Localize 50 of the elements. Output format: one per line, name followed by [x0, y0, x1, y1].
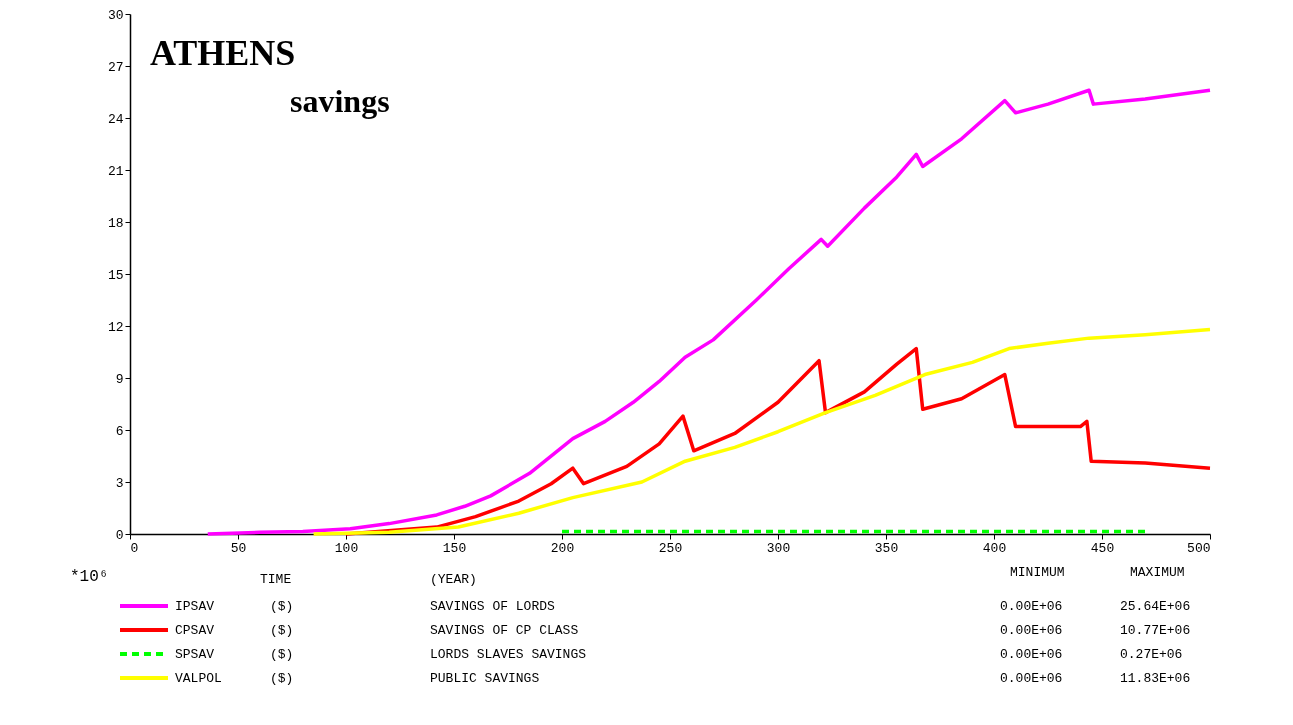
- legend-label: SPSAV: [175, 647, 215, 662]
- text: (YEAR): [430, 572, 477, 587]
- text: 11.83E+06: [1120, 671, 1191, 686]
- x-tick-label: 300: [766, 540, 791, 556]
- text: ($): [270, 623, 294, 638]
- x-tick-label: 100: [334, 540, 359, 556]
- text: SAVINGS OF CP CLASS: [430, 623, 579, 638]
- y-tick-label: 0: [115, 527, 124, 543]
- y-tick-label: 21: [107, 163, 124, 179]
- y-tick-label: 30: [107, 7, 124, 23]
- y-tick-label: 12: [107, 319, 124, 335]
- x-tick-label: 450: [1090, 540, 1115, 556]
- text: PUBLIC SAVINGS: [430, 671, 540, 686]
- text: 10.77E+06: [1120, 623, 1191, 638]
- text: LORDS SLAVES SAVINGS: [430, 647, 587, 662]
- text: ($): [270, 647, 294, 662]
- legend-label: IPSAV: [175, 599, 215, 614]
- y-tick-label: 6: [115, 423, 124, 439]
- text: ATHENS: [150, 33, 296, 73]
- x-tick-label: 250: [658, 540, 683, 556]
- y-tick-label: 9: [115, 371, 124, 387]
- text: ($): [270, 671, 294, 686]
- text: savings: [290, 83, 390, 119]
- text: 25.64E+06: [1120, 599, 1191, 614]
- y-tick-label: 24: [107, 111, 124, 127]
- x-tick-label: 50: [230, 540, 247, 556]
- text: SAVINGS OF LORDS: [430, 599, 556, 614]
- y-tick-label: 3: [115, 475, 124, 491]
- line-series: [206, 88, 1212, 536]
- x-tick-label: 0: [130, 540, 139, 556]
- y-tick-label: 18: [107, 215, 124, 231]
- y-axis-title: *10⁶: [70, 568, 109, 586]
- text: 0.00E+06: [1000, 671, 1063, 686]
- text: MAXIMUM: [1130, 565, 1185, 580]
- text: 0.00E+06: [1000, 599, 1063, 614]
- legend-label: CPSAV: [175, 623, 215, 638]
- text: 0.27E+06: [1120, 647, 1183, 662]
- text: 0.00E+06: [1000, 647, 1063, 662]
- y-tick-label: 27: [107, 59, 124, 75]
- text: ($): [270, 599, 294, 614]
- x-tick-label: 500: [1187, 540, 1211, 556]
- x-tick-label: 200: [550, 540, 575, 556]
- text: MINIMUM: [1010, 565, 1065, 580]
- legend-label: VALPOL: [175, 671, 222, 686]
- y-tick-label: 15: [107, 267, 124, 283]
- text: 0.00E+06: [1000, 623, 1063, 638]
- text: TIME: [260, 572, 292, 587]
- x-tick-label: 400: [982, 540, 1007, 556]
- x-tick-label: 150: [442, 540, 467, 556]
- x-tick-label: 350: [874, 540, 899, 556]
